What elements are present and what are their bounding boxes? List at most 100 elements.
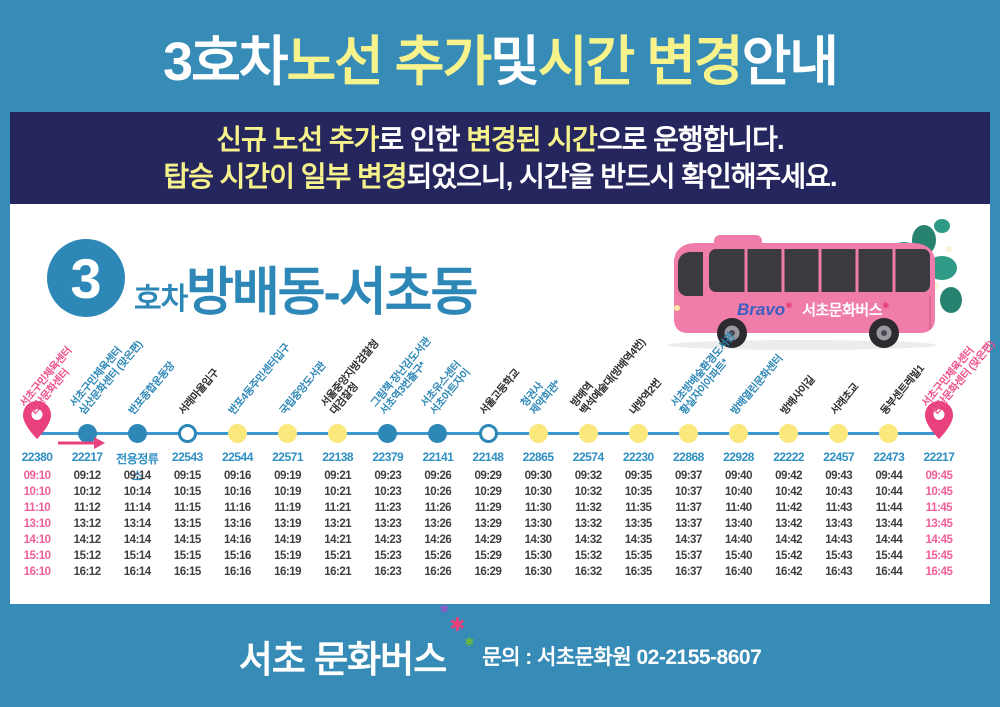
time-cell: 14:29 (474, 534, 502, 546)
time-cell: 09:42 (775, 470, 803, 482)
time-cell: 15:45 (925, 550, 953, 562)
time-cell: 10:32 (574, 486, 602, 498)
bus-brand-text: Bravo✱ 서초문화버스✱ (737, 299, 890, 320)
stop-label-line: 서초구민체육센터 (919, 344, 977, 410)
time-cell: 11:45 (925, 502, 953, 514)
stop-code: 22138 (322, 450, 354, 464)
notice-line-2: 탑승 시간이 일부 변경되었으니, 시간을 반드시 확인해주세요. (163, 158, 837, 195)
time-cell: 11:37 (675, 502, 702, 514)
time-cell: 09:35 (624, 470, 652, 482)
stop-label-line: 서초구민체육센터 (67, 344, 125, 410)
stop-code: 22141 (422, 450, 454, 464)
time-cell: 10:14 (123, 486, 151, 498)
stop-code: 22379 (372, 450, 404, 464)
time-cell: 11:21 (324, 502, 352, 514)
time-cell: 10:15 (173, 486, 201, 498)
route-pin-icon (22, 400, 52, 445)
stop-code: 22928 (723, 450, 754, 464)
time-cell: 14:10 (23, 534, 51, 546)
time-cell: 09:15 (173, 470, 201, 482)
text-segment: 변경된 시간 (466, 124, 598, 155)
stop-code: 22457 (823, 450, 855, 464)
time-cell: 11:12 (74, 502, 101, 514)
route-name: 방배동-서초동 (186, 264, 478, 322)
sparkle-icon: ✱ (882, 300, 890, 311)
time-cell: 16:12 (73, 566, 101, 578)
route-stop-dot (428, 423, 448, 443)
time-cell: 10:37 (674, 486, 702, 498)
time-cell: 09:14 (123, 470, 151, 482)
time-cell: 15:19 (274, 550, 302, 562)
stop-label: 서울고등학교 (477, 366, 523, 417)
time-cell: 13:42 (775, 518, 803, 530)
time-cell: 14:43 (825, 534, 853, 546)
time-cell: 13:45 (925, 518, 953, 530)
time-cell: 16:15 (173, 566, 201, 578)
time-cell: 13:44 (875, 518, 903, 530)
time-cell: 11:14 (124, 502, 151, 514)
time-cell: 09:10 (23, 470, 51, 482)
time-cell: 11:30 (524, 502, 552, 514)
route-stop-dot (829, 423, 849, 443)
sparkle-icon: ✱ (449, 614, 465, 636)
stop-code: 전용정류소 (116, 452, 159, 483)
time-cell: 09:30 (524, 470, 552, 482)
time-cell: 16:23 (374, 566, 402, 578)
route-pin-icon (924, 400, 954, 445)
stop-label-line: 내방역2번 (627, 376, 665, 417)
route-stop-dot (628, 423, 648, 443)
route-stop-dot (328, 423, 348, 443)
time-cell: 15:30 (524, 550, 552, 562)
time-cell: 11:32 (575, 502, 602, 514)
time-cell: 15:16 (223, 550, 251, 562)
stop-label: 청권사 제약회관* (519, 371, 563, 417)
time-cell: 11:35 (625, 502, 652, 514)
time-cell: 13:10 (23, 518, 51, 530)
time-cell: 16:45 (925, 566, 953, 578)
route-stop-dot (779, 423, 799, 443)
stop-label: 반포종합운동장 (127, 359, 178, 417)
text-segment: 탑승 시간이 일부 변경 (163, 161, 407, 192)
stop-label-line: 서울고등학교 (477, 366, 523, 417)
stop-code: 22380 (21, 450, 53, 464)
route-stop-dot (77, 423, 97, 443)
text-segment: 시간 변경 (537, 31, 744, 92)
time-cell: 16:40 (725, 566, 752, 578)
bus-brand-script: Bravo (737, 300, 786, 319)
time-cell: 13:19 (274, 518, 302, 530)
time-cell: 10:42 (775, 486, 803, 498)
stop-code: 22217 (71, 450, 103, 464)
time-cell: 16:44 (875, 566, 903, 578)
time-cell: 11:16 (224, 502, 251, 514)
route-number-suffix: 호차 (134, 283, 188, 316)
footer-logo-text: 서초 문화버스 (238, 638, 448, 680)
time-cell: 13:29 (474, 518, 502, 530)
time-cell: 15:14 (123, 550, 151, 562)
time-cell: 13:26 (424, 518, 452, 530)
route-stop-dot (227, 423, 247, 443)
time-cell: 15:15 (173, 550, 201, 562)
time-cell: 15:43 (825, 550, 853, 562)
time-cell: 13:21 (324, 518, 352, 530)
time-cell: 10:16 (223, 486, 251, 498)
time-cell: 15:26 (424, 550, 452, 562)
bus-illustration (652, 216, 962, 356)
time-cell: 16:26 (424, 566, 452, 578)
time-cell: 09:40 (725, 470, 752, 482)
stop-code: 22544 (222, 450, 253, 464)
time-cell: 10:19 (274, 486, 302, 498)
time-cell: 11:40 (725, 502, 752, 514)
time-cell: 16:30 (524, 566, 552, 578)
time-cell: 09:32 (574, 470, 602, 482)
stop-code: 22571 (272, 450, 303, 464)
time-cell: 16:37 (674, 566, 702, 578)
stop-code: 22222 (773, 450, 805, 464)
stop-label-line: 방배열린문화센터 (727, 352, 785, 417)
time-cell: 16:14 (123, 566, 151, 578)
route-stop-dot (378, 423, 398, 443)
route-stop-dot (678, 423, 698, 443)
time-cell: 13:37 (674, 518, 702, 530)
time-cell: 13:15 (173, 518, 201, 530)
footer: 서초 문화버스 ✱ ✱ ✱ 문의 : 서초문화원 02-2155-8607 (0, 602, 1000, 707)
time-cell: 11:26 (424, 502, 452, 514)
